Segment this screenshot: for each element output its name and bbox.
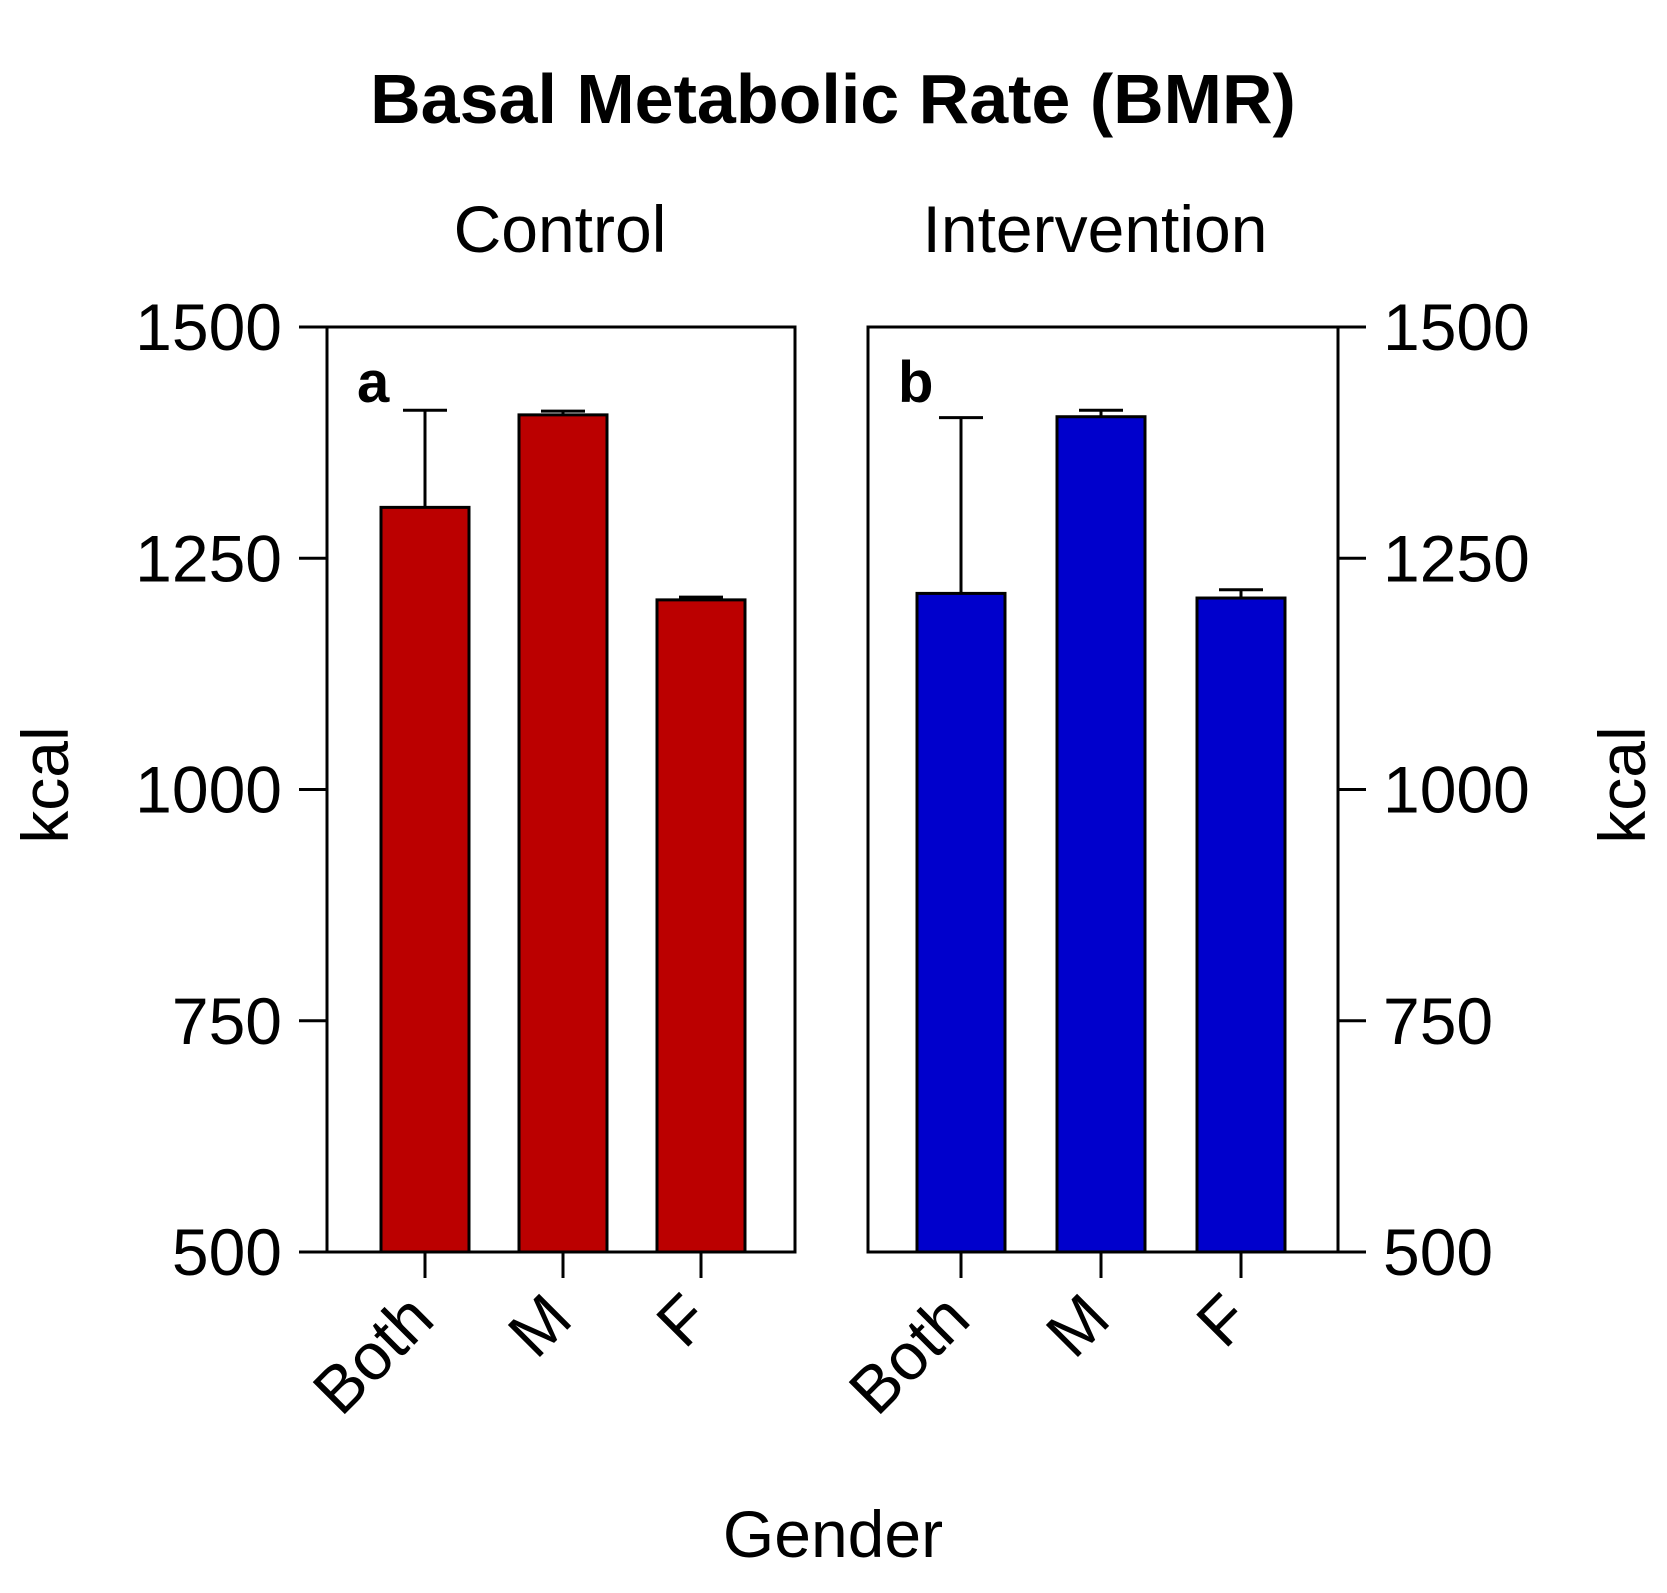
- panel-a-letter: a: [357, 350, 390, 415]
- bar-a-m: [517, 413, 609, 1254]
- chart-title: Basal Metabolic Rate (BMR): [370, 60, 1296, 138]
- panel-a-y-tick-label: 1250: [135, 521, 282, 595]
- x-tick-label-a-both: Both: [299, 1280, 447, 1428]
- panel-a-title: Control: [454, 192, 667, 266]
- panel-b-letter: b: [898, 350, 933, 415]
- panel-a-y-tick-label: 1500: [135, 290, 282, 364]
- bar-b-both: [915, 591, 1007, 1254]
- x-axis-label: Gender: [723, 1497, 943, 1571]
- panel-b-y-tick-label: 750: [1383, 984, 1493, 1058]
- panel-b-y-tick-label: 1500: [1383, 290, 1530, 364]
- panel-b-y-tick-label: 1000: [1383, 753, 1530, 827]
- x-tick-label-b-m: M: [1032, 1280, 1123, 1371]
- bar-a-f: [655, 598, 747, 1254]
- panel-a-y-tick-label: 500: [172, 1215, 282, 1289]
- x-tick-label-a-m: M: [494, 1280, 585, 1371]
- panel-b: b 500 750 1000 1250 1500 Both M F: [835, 290, 1530, 1428]
- panel-a-y-tick-label: 750: [172, 984, 282, 1058]
- panel-b-y-tick-label: 1250: [1383, 521, 1530, 595]
- x-tick-label-b-f: F: [1182, 1280, 1263, 1361]
- x-tick-label-b-both: Both: [835, 1280, 983, 1428]
- y-axis-label-right: kcal: [1585, 726, 1659, 843]
- bar-b-f: [1195, 596, 1287, 1254]
- bar-b-m: [1055, 415, 1147, 1254]
- x-tick-label-a-f: F: [642, 1280, 723, 1361]
- bar-a-both: [379, 505, 471, 1254]
- panel-a: a 500 750 1000 1250 1500 Both M F: [135, 290, 797, 1428]
- panel-a-y-tick-label: 1000: [135, 753, 282, 827]
- panel-b-y-tick-label: 500: [1383, 1215, 1493, 1289]
- panel-b-title: Intervention: [923, 192, 1268, 266]
- y-axis-label-left: kcal: [8, 726, 82, 843]
